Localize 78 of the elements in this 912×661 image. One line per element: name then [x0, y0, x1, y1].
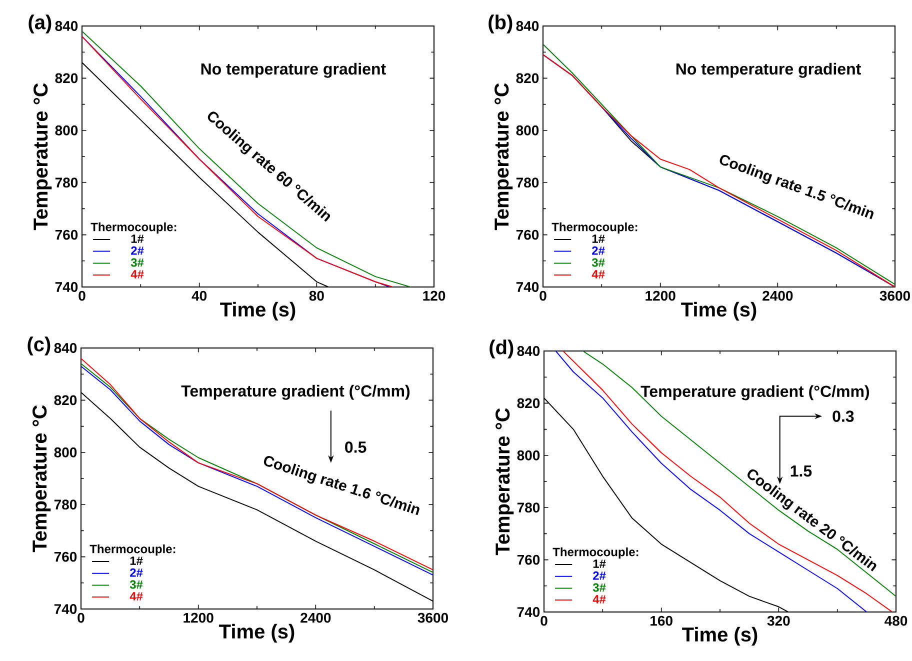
x-tick-label: 0 [540, 290, 546, 301]
legend-label: 3# [592, 583, 606, 592]
legend-label: 1# [592, 234, 605, 243]
x-tick-label: 80 [309, 290, 324, 301]
legend-title: Thermocouple: [552, 222, 638, 234]
x-tick-label: 1200 [184, 612, 214, 623]
y-tick-label: 760 [517, 554, 540, 565]
annotation: 0.5 [345, 442, 366, 453]
x-tick-label: 320 [767, 616, 790, 626]
x-tick-label: 120 [423, 290, 446, 301]
y-tick-label: 740 [517, 607, 540, 617]
y-tick-label: 820 [516, 73, 539, 84]
y-tick-label: 800 [54, 447, 77, 458]
x-tick-label: 2400 [300, 612, 331, 623]
legend-title: Thermocouple: [90, 544, 176, 556]
y-tick-label: 840 [55, 21, 78, 31]
y-tick-label: 820 [55, 73, 78, 84]
y-tick-label: 800 [516, 125, 539, 136]
y-tick-label: 780 [517, 502, 540, 513]
legend-label: 4# [130, 270, 144, 278]
x-tick-label: 0 [540, 616, 548, 626]
y-tick-label: 840 [517, 346, 540, 356]
chart-title: (c) [28, 336, 50, 356]
legend-label: 3# [130, 580, 143, 589]
legend-label: 1# [130, 556, 143, 565]
annotation: No temperature gradient [676, 62, 861, 78]
y-tick-label: 760 [55, 230, 78, 240]
y-tick-label: 760 [54, 552, 77, 562]
chart-title: (d) [490, 340, 514, 358]
y-tick-label: 740 [516, 282, 539, 292]
x-tick-label: 1200 [646, 290, 676, 301]
annotation: Temperature gradient (°C/mm) [640, 385, 870, 400]
legend-label: 4# [592, 270, 605, 278]
annotation: Temperature gradient (°C/mm) [181, 384, 410, 400]
chart-title: (b) [488, 14, 512, 34]
legend-label: 4# [592, 595, 606, 604]
legend-label: 3# [130, 258, 144, 267]
legend-label: 2# [592, 246, 605, 255]
legend-label: 4# [130, 592, 143, 600]
x-tick-label: 0 [78, 612, 84, 623]
legend-label: 2# [593, 571, 606, 580]
y-tick-label: 800 [55, 125, 78, 136]
legend-label: 3# [592, 258, 605, 267]
y-tick-label: 820 [54, 395, 77, 406]
legend-title: Thermocouple: [90, 222, 176, 234]
y-tick-label: 760 [516, 230, 539, 240]
y-tick-label: 780 [54, 500, 77, 510]
y-tick-label: 780 [55, 178, 78, 188]
annotation: No temperature gradient [201, 62, 386, 78]
x-axis-title: Time (s) [220, 302, 296, 321]
y-tick-label: 820 [517, 398, 540, 408]
x-axis-title: Time (s) [219, 624, 294, 643]
y-tick-label: 740 [55, 282, 78, 292]
y-tick-label: 780 [516, 178, 539, 188]
y-tick-label: 800 [517, 450, 540, 460]
y-axis-title: Temperature °C [494, 83, 513, 230]
x-tick-label: 3600 [418, 612, 448, 623]
x-tick-label: 160 [650, 616, 672, 626]
annotation: 0.3 [832, 410, 854, 422]
y-tick-label: 840 [516, 21, 539, 31]
x-tick-label: 3600 [880, 290, 910, 301]
x-tick-label: 40 [192, 290, 207, 301]
legend-label: 2# [130, 568, 143, 577]
x-axis-title: Time (s) [682, 626, 758, 646]
y-axis-title: Temperature °C [32, 405, 51, 552]
chart-title: (a) [28, 14, 52, 34]
legend-label: 1# [593, 560, 606, 568]
y-axis-title: Temperature °C [496, 408, 514, 556]
x-tick-label: 0 [78, 290, 86, 301]
x-tick-label: 2400 [762, 290, 793, 301]
x-axis-title: Time (s) [681, 302, 756, 321]
x-tick-label: 480 [884, 616, 908, 626]
y-tick-label: 840 [54, 343, 77, 353]
legend-label: 1# [131, 234, 144, 243]
y-tick-label: 740 [54, 604, 77, 614]
legend-title: Thermocouple: [552, 547, 638, 559]
legend-label: 2# [131, 246, 144, 255]
y-axis-title: Temperature °C [34, 83, 52, 230]
